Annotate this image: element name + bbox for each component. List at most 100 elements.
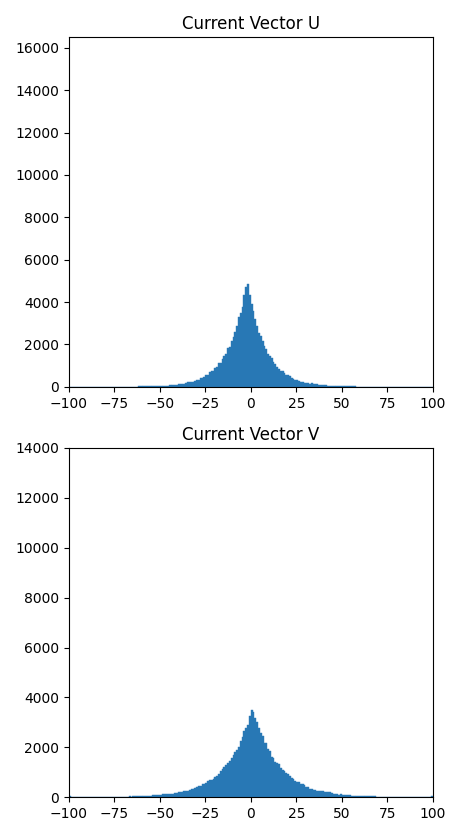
Bar bbox=[163, 386, 165, 387]
Bar bbox=[362, 796, 364, 798]
Bar bbox=[289, 776, 291, 798]
Bar bbox=[193, 382, 195, 387]
Bar bbox=[309, 384, 311, 387]
Bar bbox=[267, 749, 269, 798]
Bar bbox=[274, 364, 276, 387]
Bar bbox=[229, 347, 231, 387]
Bar bbox=[198, 380, 200, 387]
Bar bbox=[236, 326, 238, 387]
Bar bbox=[316, 791, 318, 798]
Bar bbox=[180, 792, 182, 798]
Bar bbox=[156, 385, 158, 387]
Bar bbox=[238, 317, 240, 387]
Bar bbox=[205, 375, 207, 387]
Bar bbox=[247, 725, 249, 798]
Bar bbox=[196, 380, 198, 387]
Bar bbox=[282, 371, 284, 387]
Bar bbox=[142, 796, 143, 798]
Bar bbox=[213, 370, 214, 387]
Bar bbox=[302, 784, 303, 798]
Bar bbox=[256, 721, 258, 798]
Bar bbox=[176, 793, 178, 798]
Bar bbox=[353, 796, 355, 798]
Bar bbox=[195, 788, 196, 798]
Bar bbox=[183, 791, 185, 798]
Bar bbox=[284, 373, 285, 387]
Bar bbox=[185, 791, 187, 798]
Bar bbox=[356, 796, 358, 798]
Bar bbox=[169, 385, 171, 387]
Bar bbox=[143, 796, 145, 798]
Bar bbox=[224, 767, 225, 798]
Bar bbox=[227, 762, 229, 798]
Bar bbox=[220, 363, 222, 387]
Bar bbox=[167, 794, 169, 798]
Bar bbox=[200, 378, 201, 387]
Bar bbox=[243, 295, 245, 387]
Bar bbox=[136, 797, 138, 798]
Bar bbox=[145, 796, 147, 798]
Bar bbox=[295, 781, 296, 798]
Bar bbox=[320, 791, 322, 798]
Bar bbox=[224, 356, 225, 387]
Bar bbox=[322, 792, 324, 798]
Bar bbox=[291, 778, 293, 798]
Bar bbox=[189, 790, 191, 798]
Bar bbox=[320, 385, 322, 387]
Bar bbox=[207, 781, 209, 798]
Bar bbox=[293, 779, 295, 798]
Bar bbox=[183, 384, 185, 387]
Bar bbox=[203, 784, 205, 798]
Bar bbox=[345, 795, 347, 798]
Bar bbox=[303, 383, 305, 387]
Bar bbox=[140, 796, 142, 798]
Bar bbox=[318, 385, 320, 387]
Bar bbox=[298, 380, 300, 387]
Bar bbox=[69, 796, 71, 798]
Bar bbox=[249, 716, 251, 798]
Bar bbox=[171, 794, 172, 798]
Bar bbox=[305, 787, 307, 798]
Bar bbox=[225, 354, 227, 387]
Title: Current Vector U: Current Vector U bbox=[182, 15, 320, 33]
Bar bbox=[262, 736, 264, 798]
Bar bbox=[371, 797, 373, 798]
Bar bbox=[267, 354, 269, 387]
Bar bbox=[209, 372, 211, 387]
Bar bbox=[129, 797, 130, 798]
Bar bbox=[360, 797, 362, 798]
Bar bbox=[234, 752, 236, 798]
Bar bbox=[182, 792, 183, 798]
Bar bbox=[300, 382, 302, 387]
Bar bbox=[195, 380, 196, 387]
Bar bbox=[201, 378, 203, 387]
Bar bbox=[185, 383, 187, 387]
Bar bbox=[172, 385, 174, 387]
Bar bbox=[335, 794, 337, 798]
Bar bbox=[149, 796, 151, 798]
Bar bbox=[305, 383, 307, 387]
Bar bbox=[174, 793, 176, 798]
Bar bbox=[431, 796, 433, 798]
Bar bbox=[178, 384, 180, 387]
Bar bbox=[278, 369, 280, 387]
Bar bbox=[272, 758, 274, 798]
Bar bbox=[200, 786, 201, 798]
Bar bbox=[295, 380, 296, 387]
Bar bbox=[182, 384, 183, 387]
Bar bbox=[327, 793, 329, 798]
Bar bbox=[222, 769, 224, 798]
Bar bbox=[324, 792, 325, 798]
Bar bbox=[169, 794, 171, 798]
Bar bbox=[262, 341, 264, 387]
Bar bbox=[355, 796, 356, 798]
Bar bbox=[176, 385, 178, 387]
Bar bbox=[260, 733, 262, 798]
Bar bbox=[266, 349, 267, 387]
Bar bbox=[311, 788, 313, 798]
Bar bbox=[220, 771, 222, 798]
Bar bbox=[314, 384, 316, 387]
Bar bbox=[198, 786, 200, 798]
Bar bbox=[240, 313, 242, 387]
Bar bbox=[324, 385, 325, 387]
